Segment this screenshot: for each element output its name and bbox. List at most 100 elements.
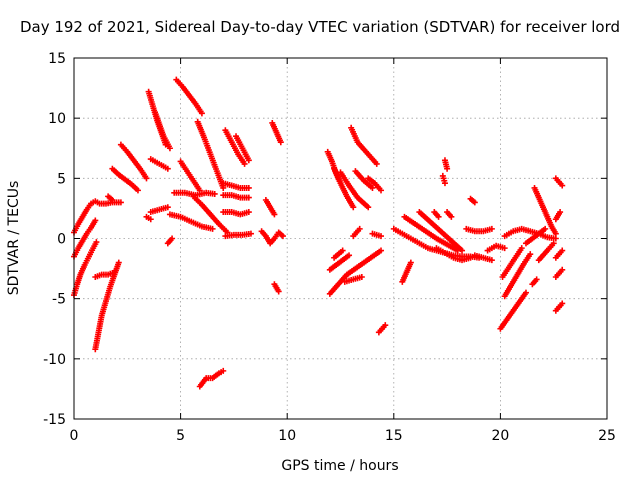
data-point bbox=[552, 216, 559, 223]
data-point bbox=[271, 211, 278, 218]
series-39 bbox=[341, 274, 365, 285]
data-point bbox=[542, 225, 549, 232]
series-26 bbox=[258, 228, 286, 247]
data-point bbox=[448, 213, 455, 220]
series-27 bbox=[262, 196, 278, 218]
series-42 bbox=[375, 322, 389, 336]
series-40 bbox=[331, 247, 346, 261]
series-37 bbox=[326, 247, 385, 297]
data-point bbox=[552, 230, 559, 237]
data-point bbox=[245, 209, 252, 216]
y-axis-label: SDTVAR / TECUs bbox=[6, 181, 22, 296]
data-point bbox=[198, 110, 205, 117]
data-point bbox=[209, 225, 216, 232]
series-10 bbox=[147, 156, 171, 172]
series-45 bbox=[416, 209, 466, 254]
series-48 bbox=[433, 245, 474, 264]
data-point bbox=[245, 194, 252, 201]
series-5 bbox=[117, 141, 150, 182]
series-28 bbox=[269, 119, 284, 146]
data-point bbox=[358, 274, 365, 281]
x-tick-label: 0 bbox=[70, 428, 79, 444]
data-point bbox=[143, 175, 150, 182]
data-point bbox=[552, 274, 559, 281]
data-point bbox=[382, 322, 389, 329]
data-point bbox=[92, 217, 99, 224]
series-38 bbox=[326, 252, 353, 273]
y-tick-label: 0 bbox=[57, 232, 66, 248]
series-41 bbox=[350, 225, 363, 240]
series-22 bbox=[220, 180, 252, 191]
data-point bbox=[365, 204, 372, 211]
data-point bbox=[522, 289, 529, 296]
data-point bbox=[378, 233, 385, 240]
data-point bbox=[277, 139, 284, 146]
data-point bbox=[467, 254, 474, 261]
series-44 bbox=[401, 213, 461, 254]
y-tick-label: 5 bbox=[57, 171, 66, 187]
series-0 bbox=[71, 198, 124, 236]
series-21 bbox=[233, 133, 252, 164]
data-point bbox=[552, 307, 559, 314]
y-tick-label: 10 bbox=[48, 111, 66, 127]
data-point bbox=[115, 259, 122, 266]
data-point bbox=[245, 157, 252, 164]
x-tick-label: 5 bbox=[176, 428, 185, 444]
series-61 bbox=[531, 184, 559, 237]
data-point bbox=[350, 204, 357, 211]
series-20 bbox=[222, 127, 248, 167]
data-point bbox=[111, 269, 118, 276]
series-1 bbox=[71, 217, 99, 260]
series-11 bbox=[147, 204, 171, 216]
series-6 bbox=[109, 165, 141, 194]
data-point bbox=[559, 182, 566, 189]
data-point bbox=[369, 184, 376, 191]
data-point bbox=[527, 251, 534, 258]
series-34 bbox=[348, 124, 380, 167]
x-axis-label: GPS time / hours bbox=[281, 458, 398, 474]
data-point bbox=[518, 245, 525, 252]
series-15 bbox=[194, 118, 227, 191]
series-18 bbox=[190, 193, 231, 236]
data-point bbox=[339, 247, 346, 254]
data-point bbox=[241, 160, 248, 167]
series-7 bbox=[105, 193, 116, 203]
series-19 bbox=[164, 235, 176, 247]
data-point bbox=[350, 233, 357, 240]
series-69 bbox=[529, 276, 540, 288]
data-point bbox=[211, 190, 218, 197]
series-17 bbox=[166, 211, 216, 232]
y-tick-label: 15 bbox=[48, 51, 66, 67]
series-13 bbox=[173, 76, 205, 117]
data-point bbox=[435, 213, 442, 220]
series-23 bbox=[220, 192, 252, 201]
x-tick-label: 20 bbox=[491, 428, 509, 444]
data-point bbox=[147, 216, 154, 223]
series-36 bbox=[365, 175, 385, 194]
data-point bbox=[459, 247, 466, 254]
series-58 bbox=[501, 251, 534, 300]
data-point bbox=[550, 240, 557, 247]
data-point bbox=[117, 199, 124, 206]
series-12 bbox=[143, 213, 154, 223]
data-point bbox=[275, 288, 282, 295]
data-point bbox=[488, 225, 495, 232]
series-49 bbox=[471, 252, 495, 264]
series-55 bbox=[463, 225, 495, 235]
series-64 bbox=[552, 175, 566, 189]
series-29 bbox=[271, 281, 282, 295]
data-point bbox=[279, 233, 286, 240]
data-points bbox=[71, 76, 566, 390]
data-point bbox=[552, 254, 559, 261]
series-57 bbox=[497, 289, 529, 332]
data-point bbox=[373, 160, 380, 167]
series-4 bbox=[92, 269, 118, 281]
data-point bbox=[245, 184, 252, 191]
data-point bbox=[109, 196, 116, 203]
series-51 bbox=[439, 172, 448, 187]
series-30 bbox=[196, 367, 227, 390]
x-tick-label: 25 bbox=[598, 428, 616, 444]
series-3 bbox=[92, 259, 122, 353]
series-14 bbox=[177, 158, 203, 194]
